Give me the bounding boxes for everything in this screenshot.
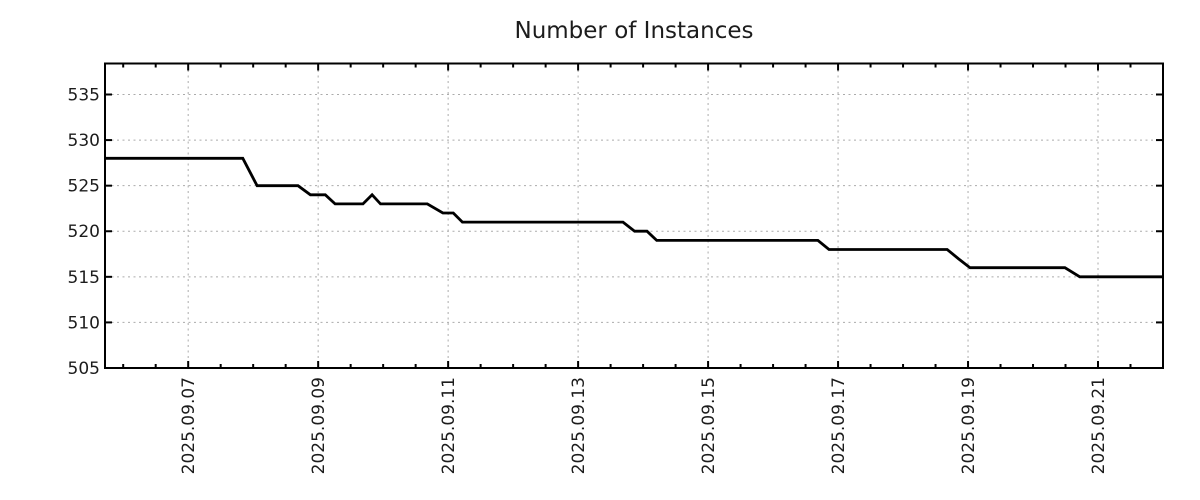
- x-tick-label: 2025.09.13: [569, 377, 589, 474]
- x-tick-label: 2025.09.11: [439, 377, 459, 474]
- grid: [106, 64, 1162, 367]
- axis-labels: 505 510 515 520 525 530 535 2025.09.07 2025.09.0…: [68, 85, 1109, 474]
- y-tick-label: 520: [68, 222, 100, 242]
- series-line-instances: [105, 156, 1163, 279]
- y-tick-label: 505: [68, 359, 100, 379]
- plot-border: [104, 62, 1164, 369]
- series: [105, 156, 1163, 279]
- y-tick-label: 515: [68, 268, 100, 288]
- x-tick-label: 2025.09.17: [829, 377, 849, 474]
- x-tick-label: 2025.09.07: [179, 377, 199, 474]
- y-tick-label: 535: [68, 85, 100, 105]
- y-tick-label: 530: [68, 131, 100, 151]
- x-tick-label: 2025.09.15: [699, 377, 719, 474]
- x-tick-label: 2025.09.09: [309, 377, 329, 474]
- x-tick-label: 2025.09.21: [1089, 377, 1109, 474]
- chart-title: Number of Instances: [515, 18, 754, 44]
- x-tick-label: 2025.09.19: [959, 377, 979, 474]
- y-tick-label: 510: [68, 313, 100, 333]
- y-tick-label: 525: [68, 177, 100, 197]
